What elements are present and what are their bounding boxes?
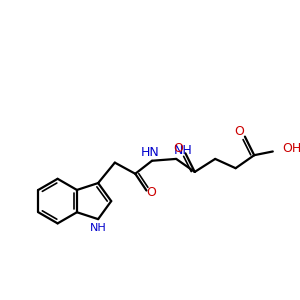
Text: NH: NH bbox=[174, 144, 193, 157]
Text: NH: NH bbox=[90, 224, 106, 233]
Text: HN: HN bbox=[141, 146, 160, 159]
Text: O: O bbox=[173, 142, 183, 155]
Text: OH: OH bbox=[282, 142, 300, 155]
Text: O: O bbox=[234, 125, 244, 139]
Text: O: O bbox=[146, 186, 156, 199]
